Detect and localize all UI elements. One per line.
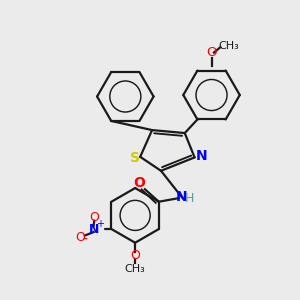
Text: H: H [185,192,194,205]
Text: O: O [206,46,217,59]
Text: S: S [130,151,140,165]
Text: N: N [195,149,207,163]
Text: O: O [75,231,85,244]
Text: CH₃: CH₃ [218,41,239,51]
Text: N: N [88,223,99,236]
Text: O: O [130,249,140,262]
Text: O: O [133,176,145,190]
Text: -: - [82,233,87,248]
Text: O: O [89,211,99,224]
Text: N: N [175,190,187,204]
Text: +: + [97,219,104,229]
Text: CH₃: CH₃ [125,264,146,274]
